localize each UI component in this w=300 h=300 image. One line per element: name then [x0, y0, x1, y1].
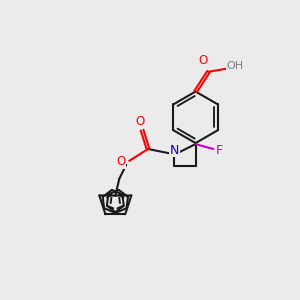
Text: O: O [136, 115, 145, 128]
Text: F: F [216, 143, 223, 157]
Text: O: O [198, 54, 207, 67]
Text: O: O [117, 155, 126, 168]
Text: OH: OH [226, 61, 244, 71]
Text: N: N [170, 143, 179, 157]
